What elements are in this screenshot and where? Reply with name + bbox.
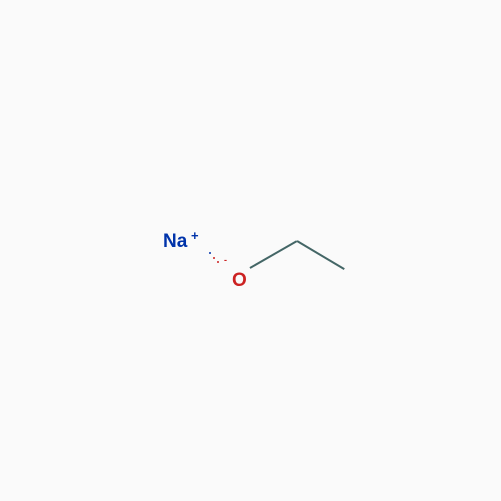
bond-o-c1 xyxy=(249,240,297,269)
charge-sodium-plus: + xyxy=(191,228,199,243)
charge-oxygen-minus: - xyxy=(224,255,227,265)
atom-oxygen: O xyxy=(232,271,247,290)
bond-c1-c2 xyxy=(296,240,344,270)
ionic-dot-1 xyxy=(209,252,211,254)
atom-sodium: Na xyxy=(163,232,187,251)
ionic-dot-2 xyxy=(213,257,215,259)
ionic-dot-3 xyxy=(217,261,219,263)
molecule-diagram: Na + O - xyxy=(0,0,501,501)
